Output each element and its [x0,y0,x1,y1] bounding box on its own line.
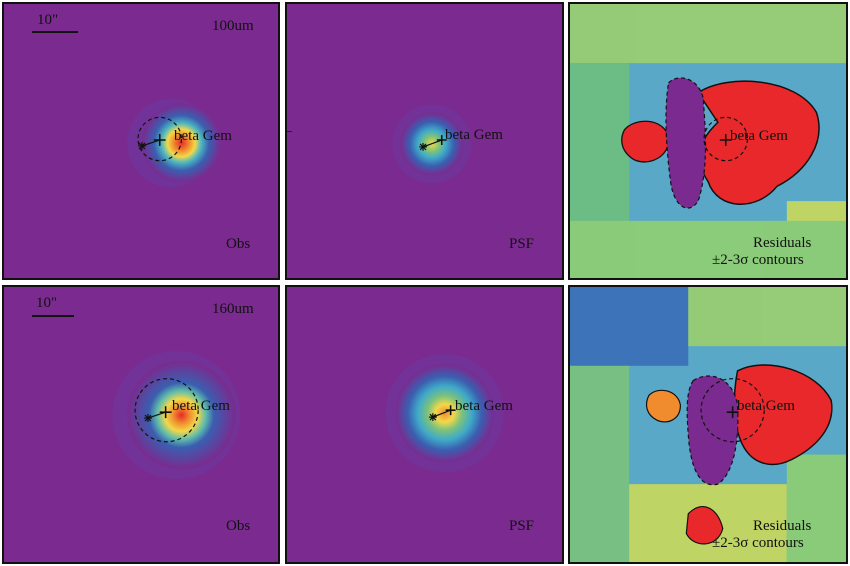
psf-label: PSF [509,518,535,534]
star-marker [138,141,146,150]
cross-marker [445,405,456,416]
obs-label: Obs [226,518,251,534]
residual-label-line2: ±2-3σ contours [712,252,804,268]
panel-100um-psf: beta Gem PSF [285,2,564,280]
star-marker [419,142,427,151]
negative-residual [686,375,739,486]
residual-label-line1: Residuals [753,235,812,251]
residual-image-160um [570,287,846,562]
residual-noise [570,4,846,278]
cross-marker [726,406,739,419]
target-label: beta Gem [172,398,230,414]
panel-100um-residuals: beta Gem Residuals ±2-3σ contours [568,2,848,280]
scale-bar-label: 10" [37,12,59,28]
cross-marker [159,406,172,419]
panel-160um-psf: beta Gem PSF [285,285,564,564]
star-marker [143,414,152,423]
residual-image-100um [570,4,846,278]
cross-marker [436,135,447,145]
star-marker [428,413,437,422]
obs-label: Obs [226,236,251,252]
obs-image-100um [4,4,278,278]
band-label: 160um [212,301,254,317]
psf-image-160um [287,287,562,562]
cross-marker [719,134,732,146]
residual-label-line1: Residuals [753,518,812,534]
scale-bar [32,315,74,317]
psf-label: PSF [509,236,535,252]
cross-marker [153,134,166,146]
right-axis-tick [287,131,292,132]
aperture-circle [137,116,183,162]
scale-bar-label: 10" [36,295,58,311]
target-label: beta Gem [174,128,232,144]
obs-image-160um [4,287,278,562]
panel-160um-obs: 10" 160um beta Gem Obs [2,285,280,564]
band-label: 100um [212,18,254,34]
target-label: beta Gem [455,398,513,414]
target-label: beta Gem [445,127,503,143]
panel-100um-obs: 10" 100um beta Gem Obs [2,2,280,280]
target-label: beta Gem [737,398,795,414]
scale-bar [32,31,78,33]
panel-160um-residuals: beta Gem Residuals ±2-3σ contours [568,285,848,564]
psf-image-100um [287,4,562,278]
residual-label-line2: ±2-3σ contours [712,535,804,551]
target-label: beta Gem [730,128,788,144]
negative-residual [665,77,707,209]
